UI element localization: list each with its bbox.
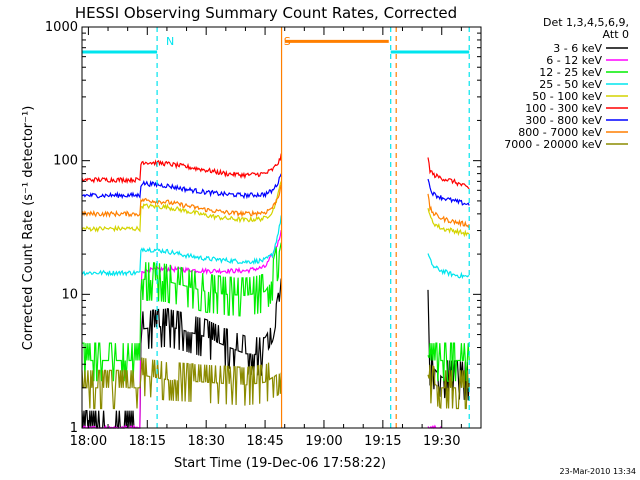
series-line-post-8	[427, 364, 470, 410]
series-5	[81, 153, 470, 190]
chart-title: HESSI Observing Summary Count Rates, Cor…	[75, 4, 457, 22]
legend-header-0: Det 1,3,4,5,6,9,	[543, 16, 629, 29]
series-line-pre-5	[81, 153, 282, 185]
legend-label-4: 50 - 100 keV	[532, 90, 602, 103]
series-line-post-4	[427, 208, 470, 238]
legend-label-3: 25 - 50 keV	[539, 78, 602, 91]
series-line-pre-8	[81, 357, 282, 410]
x-tick-label-3: 18:45	[246, 434, 283, 449]
plot-frame-rect	[81, 26, 482, 429]
series-line-pre-3	[81, 215, 282, 277]
legend-label-1: 6 - 12 keV	[546, 54, 602, 67]
series-line-pre-2	[82, 242, 282, 382]
x-tick-label-1: 18:15	[129, 434, 166, 449]
legend-label-2: 12 - 25 keV	[539, 66, 602, 79]
series-line-post-3	[427, 253, 470, 280]
series-7	[81, 184, 470, 229]
series-line-post-7	[427, 193, 470, 229]
legend-label-0: 3 - 6 keV	[553, 42, 602, 55]
plot-frame: 18:00 18:15 18:30 18:45 19:00 19:15 19:30 1 10 10…	[45, 20, 482, 449]
series-line-post-2	[427, 342, 470, 382]
y-tick-label-2: 100	[53, 154, 78, 169]
legend-label-6: 300 - 800 keV	[525, 114, 602, 127]
series-line-post-6	[427, 178, 470, 206]
series-6	[81, 173, 470, 206]
x-tick-label-2: 18:30	[187, 434, 224, 449]
footer-timestamp: 23-Mar-2010 13:34	[560, 467, 637, 476]
series-2	[82, 242, 470, 382]
series-4	[81, 181, 470, 238]
legend-label-7: 800 - 7000 keV	[518, 126, 602, 139]
annotation-1: S	[284, 35, 291, 48]
legend-label-5: 100 - 300 keV	[525, 102, 602, 115]
x-tick-label-6: 19:30	[423, 434, 460, 449]
series-line-pre-7	[81, 184, 282, 219]
series-3	[81, 215, 470, 280]
y-axis-label: Corrected Count Rate (s⁻¹ detector⁻¹)	[21, 106, 36, 351]
annotation-0: N	[166, 35, 174, 48]
legend-header-1: Att 0	[603, 28, 629, 41]
series-line-pre-6	[81, 173, 282, 200]
y-tick-label-1: 10	[61, 287, 78, 302]
x-axis-label: Start Time (19-Dec-06 17:58:22)	[174, 456, 386, 471]
series-8	[81, 357, 470, 410]
x-tick-label-4: 19:00	[305, 434, 342, 449]
legend-label-8: 7000 - 20000 keV	[504, 138, 602, 151]
series-line-post-5	[427, 157, 470, 190]
y-tick-label-0: 1	[70, 421, 78, 436]
x-tick-label-0: 18:00	[70, 434, 107, 449]
series-line-pre-4	[81, 181, 282, 233]
y-tick-label-3: 1000	[45, 20, 78, 35]
x-tick-label-5: 19:15	[364, 434, 401, 449]
